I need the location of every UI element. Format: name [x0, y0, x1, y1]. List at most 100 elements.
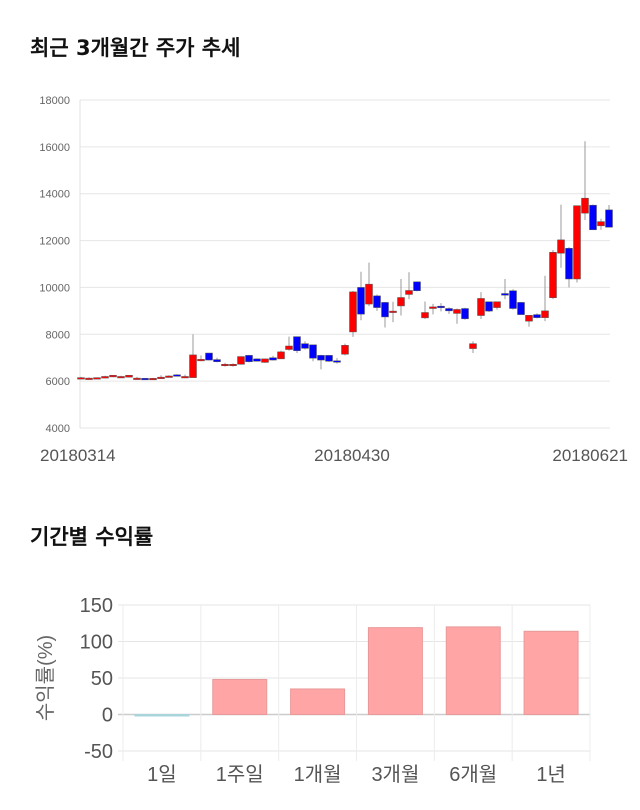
candle-body [181, 376, 189, 379]
candle-body [93, 377, 101, 380]
y-tick-label: 12000 [39, 236, 70, 248]
y-tick-label: 50 [91, 668, 113, 690]
candle-body [325, 355, 333, 362]
candle-body [517, 302, 525, 315]
bar [134, 714, 190, 717]
candle-body [389, 310, 397, 313]
candle-body [461, 308, 469, 320]
candle-body [341, 345, 349, 355]
x-tick-label: 1주일 [216, 763, 264, 786]
candle-body [221, 364, 229, 367]
candle-body [373, 295, 381, 308]
candle-body [173, 374, 181, 377]
candle-body [245, 355, 253, 362]
candle-body [269, 357, 277, 361]
y-tick-label: -50 [84, 741, 113, 763]
candle-body [365, 283, 373, 305]
candle-body [205, 352, 213, 361]
candle-body [413, 281, 421, 291]
candle-body [285, 345, 293, 350]
candle-body [197, 359, 205, 362]
candle-body [509, 290, 517, 309]
candle-body [421, 312, 429, 319]
candle-body [597, 221, 605, 227]
candlestick-chart: 4000 6000 8000 10000 12000 14000 16000 18000 201… [39, 95, 628, 465]
x-tick-label: 6개월 [449, 763, 497, 786]
candle-body [445, 308, 453, 312]
candle-body [317, 355, 325, 361]
returns-chart-title: 기간별 수익률 [30, 525, 154, 549]
y-tick-label: 14000 [39, 189, 70, 201]
x-tick-label: 1일 [147, 763, 177, 786]
candle-body [381, 302, 389, 318]
candle-body [229, 364, 237, 367]
candle-body [453, 309, 461, 314]
candle-body [405, 290, 413, 295]
y-tick-label: 16000 [39, 142, 70, 154]
y-tick-label: 100 [80, 632, 113, 654]
x-tick-label: 20180430 [314, 446, 390, 465]
candle-body [277, 351, 285, 360]
candle-body [109, 375, 117, 378]
candle-body [117, 376, 125, 379]
candle-body [149, 378, 157, 381]
candle-body [165, 375, 173, 378]
candle-body [125, 375, 133, 378]
bar [290, 688, 346, 716]
candle-body [293, 336, 301, 351]
bar [367, 627, 423, 716]
x-tick-label: 3개월 [371, 763, 419, 786]
x-tick-label: 20180621 [552, 446, 628, 465]
candle-body [485, 301, 493, 312]
candle-body [581, 197, 589, 214]
candle-body [189, 354, 197, 378]
candle-body [253, 358, 261, 362]
candle-body [261, 358, 269, 363]
candle-body [525, 315, 533, 322]
candle-body [469, 343, 477, 349]
candle-body [357, 287, 365, 315]
candle-body [397, 297, 405, 307]
candle-body [589, 204, 597, 231]
candle-body [549, 252, 557, 298]
candle-body [213, 359, 221, 362]
bar [212, 678, 268, 716]
candle-body [541, 310, 549, 318]
candle-body [77, 377, 85, 380]
candle-body [565, 248, 573, 280]
candle-body [437, 305, 445, 308]
bar [523, 630, 579, 716]
candle-body [101, 376, 109, 379]
x-tick-label: 20180314 [40, 446, 116, 465]
y-tick-label: 8000 [46, 329, 70, 341]
candle-body [349, 291, 357, 333]
candle-body [477, 298, 485, 316]
candle-body [333, 360, 341, 363]
y-tick-label: 18000 [39, 95, 70, 107]
candle-body [157, 376, 165, 379]
candle-body [301, 343, 309, 349]
candle-body [605, 209, 613, 228]
candle-body [237, 356, 245, 365]
candle-body [141, 378, 149, 381]
candle-body [533, 314, 541, 318]
y-axis-title: 수익률(%) [34, 635, 57, 721]
x-tick-label: 1개월 [294, 763, 342, 786]
y-tick-label: 0 [102, 705, 113, 727]
y-tick-label: 4000 [46, 423, 70, 435]
candle-body [573, 205, 581, 280]
candle-body [493, 301, 501, 308]
candle-body [133, 377, 141, 380]
y-tick-label: 150 [80, 595, 113, 617]
candle-body [501, 293, 509, 296]
x-tick-label: 1년 [536, 763, 566, 786]
candle-body [309, 344, 317, 359]
y-tick-label: 6000 [46, 376, 70, 388]
bar [445, 626, 501, 716]
candle-body [557, 239, 565, 254]
y-tick-label: 10000 [39, 282, 70, 294]
price-chart-title: 최근 3개월간 주가 추세 [30, 36, 241, 60]
candle-body [429, 306, 437, 309]
candle-body [85, 377, 93, 380]
